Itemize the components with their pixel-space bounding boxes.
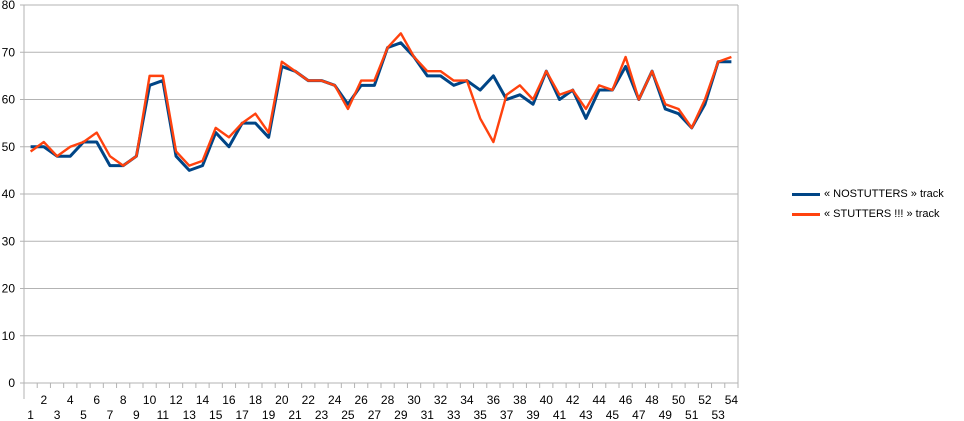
- legend-swatch-nostutters: [792, 192, 820, 196]
- x-tick-label: 1: [27, 408, 34, 421]
- x-tick-label: 36: [487, 393, 501, 407]
- x-tick-label: 30: [407, 393, 421, 407]
- x-tick-label: 43: [579, 408, 593, 421]
- x-tick-label: 46: [619, 393, 633, 407]
- x-tick-label: 35: [473, 408, 487, 421]
- x-tick-label: 11: [157, 408, 170, 421]
- x-tick-label: 40: [540, 393, 554, 407]
- x-tick-label: 53: [711, 408, 725, 421]
- x-tick-label: 44: [592, 393, 606, 407]
- x-tick-label: 41: [553, 408, 567, 421]
- x-tick-label: 48: [645, 393, 659, 407]
- x-tick-label: 2: [40, 393, 47, 407]
- axes: [23, 5, 739, 399]
- x-tick-label: 51: [685, 408, 699, 421]
- x-tick-label: 9: [133, 408, 140, 421]
- x-tick-label: 22: [302, 393, 316, 407]
- x-tick-label: 3: [54, 408, 61, 421]
- x-tick-label: 34: [460, 393, 474, 407]
- x-tick-label: 14: [196, 393, 210, 407]
- x-tick-label: 26: [354, 393, 368, 407]
- y-tick-label: 40: [2, 187, 16, 201]
- x-tick-label: 38: [513, 393, 527, 407]
- y-axis-tick-labels: 0 10 20 30 40 50 60 70 80: [2, 0, 16, 390]
- x-tick-label: 54: [725, 393, 739, 407]
- x-tick-label: 16: [222, 393, 236, 407]
- x-tick-label: 12: [169, 393, 183, 407]
- legend: « NOSTUTTERS » track « STUTTERS !!! » tr…: [792, 184, 944, 224]
- x-tick-label: 42: [566, 393, 580, 407]
- gridlines: [20, 4, 738, 384]
- legend-label-nostutters: « NOSTUTTERS » track: [824, 188, 944, 200]
- y-tick-label: 20: [2, 282, 16, 296]
- y-tick-label: 10: [2, 329, 16, 343]
- x-tick-label: 4: [67, 393, 74, 407]
- x-tick-label: 39: [526, 408, 540, 421]
- y-tick-label: 60: [2, 93, 16, 107]
- legend-entry-nostutters: « NOSTUTTERS » track: [792, 184, 944, 204]
- x-tick-label: 47: [632, 408, 646, 421]
- x-tick-label: 10: [143, 393, 157, 407]
- series-lines: [29, 32, 732, 172]
- series-line-1: [29, 32, 732, 167]
- legend-label-stutters: « STUTTERS !!! » track: [824, 208, 940, 220]
- x-tick-label: 15: [209, 408, 223, 421]
- x-tick-label: 31: [421, 408, 435, 421]
- x-tick-label: 45: [606, 408, 620, 421]
- y-tick-label: 70: [2, 45, 16, 59]
- x-tick-label: 17: [235, 408, 249, 421]
- x-tick-label: 13: [183, 408, 197, 421]
- x-tick-label: 29: [394, 408, 408, 421]
- x-tick-label: 20: [275, 393, 289, 407]
- x-axis-tick-labels: 1234567891011121314151617181920212223242…: [27, 393, 738, 421]
- x-tick-label: 5: [80, 408, 87, 421]
- x-tick-label: 18: [249, 393, 263, 407]
- x-tick-label: 32: [434, 393, 448, 407]
- x-tick-label: 24: [328, 393, 342, 407]
- x-tick-label: 28: [381, 393, 395, 407]
- legend-entry-stutters: « STUTTERS !!! » track: [792, 204, 944, 224]
- x-tick-label: 52: [698, 393, 712, 407]
- x-tick-label: 33: [447, 408, 461, 421]
- x-tick-label: 8: [120, 393, 127, 407]
- x-tick-label: 6: [93, 393, 100, 407]
- y-tick-label: 30: [2, 234, 16, 248]
- x-tick-label: 7: [107, 408, 114, 421]
- x-tick-label: 27: [368, 408, 382, 421]
- y-tick-label: 80: [2, 0, 16, 12]
- x-tick-label: 37: [500, 408, 514, 421]
- x-tick-label: 49: [659, 408, 673, 421]
- x-tick-label: 19: [262, 408, 276, 421]
- legend-swatch-stutters: [792, 212, 820, 216]
- y-tick-label: 0: [8, 376, 15, 390]
- y-tick-label: 50: [2, 140, 16, 154]
- x-tick-label: 23: [315, 408, 329, 421]
- x-tick-label: 25: [341, 408, 355, 421]
- x-tick-label: 50: [672, 393, 686, 407]
- x-tick-label: 21: [288, 408, 302, 421]
